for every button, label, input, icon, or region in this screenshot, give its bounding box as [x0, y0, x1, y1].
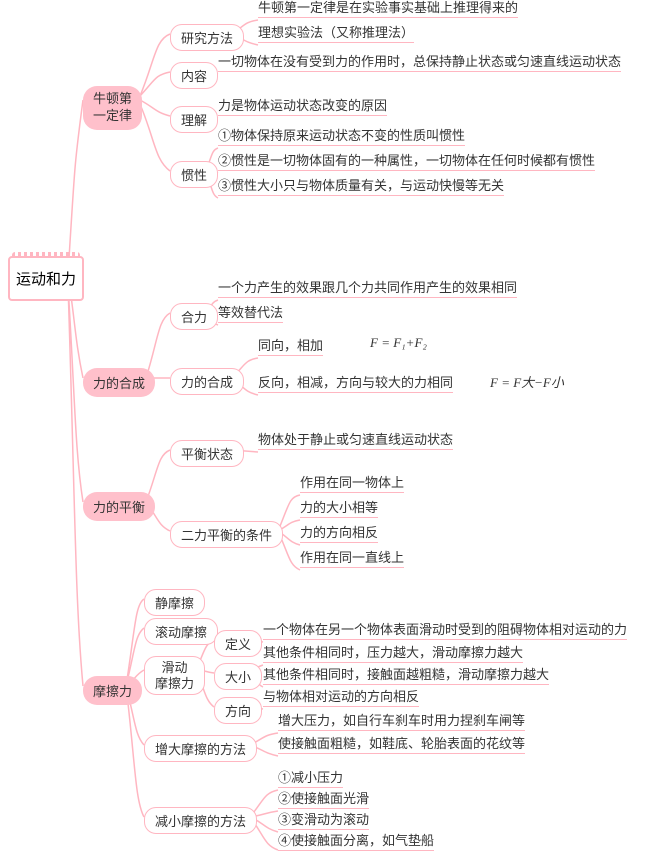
leaf-t1: 牛顿第一定律是在实验事实基础上推理得来的	[258, 0, 518, 18]
leaf-t7: ③惯性大小只与物体质量有关，与运动快慢等无关	[218, 175, 504, 196]
connector	[68, 285, 83, 502]
leaf-t25: ③变滑动为滚动	[278, 809, 369, 830]
leaf-t13: 作用在同一物体上	[300, 472, 404, 493]
node-l2d0[interactable]: 静摩擦	[144, 589, 205, 616]
leaf-t26: ④使接触面分离，如气垫船	[278, 830, 434, 851]
leaf-t24: ②使接触面光滑	[278, 788, 369, 809]
node-l2d4[interactable]: 减小摩擦的方法	[144, 807, 257, 834]
leaf-t9: 等效替代法	[218, 302, 283, 323]
leaf-t16: 作用在同一直线上	[300, 547, 404, 568]
leaf-t5: ①物体保持原来运动状态不变的性质叫惯性	[218, 125, 465, 146]
branch-l1a[interactable]: 牛顿第一定律	[83, 86, 142, 130]
leaf-t11f: F = F大−F小	[490, 372, 564, 392]
node-l2d2[interactable]: 滑动摩擦力	[144, 656, 205, 695]
leaf-t17: 一个物体在另一个物体表面滑动时受到的阻碍物体相对运动的力	[263, 619, 627, 640]
node-l2b1[interactable]: 合力	[170, 303, 218, 330]
connector	[68, 100, 83, 275]
leaf-t10: 同向，相加	[258, 335, 323, 356]
node-l2d3[interactable]: 增大摩擦的方法	[144, 735, 257, 762]
node-l2c2[interactable]: 二力平衡的条件	[170, 521, 283, 548]
leaf-t10f: F = F₁+F₂	[370, 335, 427, 352]
connector	[278, 495, 300, 531]
mindmap-container: 运动和力 牛顿第一定律力的合成力的平衡摩擦力 研究方法内容理解惯性合力力的合成平衡…	[0, 0, 662, 852]
node-l2c1[interactable]: 平衡状态	[170, 440, 244, 467]
branch-l1c[interactable]: 力的平衡	[83, 492, 155, 521]
connector	[126, 686, 144, 817]
root-node[interactable]: 运动和力	[8, 256, 84, 301]
leaf-t19: 其他条件相同时，接触面越粗糙，滑动摩擦力越大	[263, 664, 549, 685]
node-l3d2b[interactable]: 大小	[214, 663, 262, 690]
root-label: 运动和力	[16, 271, 76, 288]
node-l2a3[interactable]: 理解	[170, 106, 218, 133]
leaf-t14: 力的大小相等	[300, 497, 378, 518]
connector	[140, 34, 170, 96]
leaf-t4: 力是物体运动状态改变的原因	[218, 95, 387, 116]
leaf-t11: 反向，相减，方向与较大的力相同	[258, 372, 453, 393]
node-l2d1[interactable]: 滚动摩擦	[144, 618, 218, 645]
connector	[146, 313, 170, 378]
leaf-t2: 理想实验法（又称推理法）	[258, 22, 414, 43]
leaf-t6: ②惯性是一切物体固有的一种属性，一切物体在任何时候都有惯性	[218, 150, 595, 171]
node-l3d2a[interactable]: 定义	[214, 630, 262, 657]
leaf-t21: 增大压力，如自行车刹车时用力捏刹车闸等	[278, 710, 525, 731]
leaf-t3: 一切物体在没有受到力的作用时，总保持静止状态或匀速直线运动状态	[218, 51, 621, 72]
branch-l1b[interactable]: 力的合成	[83, 368, 155, 397]
leaf-t18: 其他条件相同时，压力越大，滑动摩擦力越大	[263, 642, 523, 663]
node-l2b2[interactable]: 力的合成	[170, 368, 244, 395]
node-l3d2c[interactable]: 方向	[214, 697, 262, 724]
leaf-t23: ①减小压力	[278, 767, 343, 788]
node-l2a1[interactable]: 研究方法	[170, 24, 244, 51]
branch-l1d[interactable]: 摩擦力	[83, 676, 142, 705]
leaf-t12: 物体处于静止或匀速直线运动状态	[258, 429, 453, 450]
node-l2a2[interactable]: 内容	[170, 62, 218, 89]
leaf-t8: 一个力产生的效果跟几个力共同作用产生的效果相同	[218, 277, 517, 298]
node-l2a4[interactable]: 惯性	[170, 161, 218, 188]
leaf-t22: 使接触面粗糙，如鞋底、轮胎表面的花纹等	[278, 733, 525, 754]
leaf-t20: 与物体相对运动的方向相反	[263, 686, 419, 707]
leaf-t15: 力的方向相反	[300, 522, 378, 543]
